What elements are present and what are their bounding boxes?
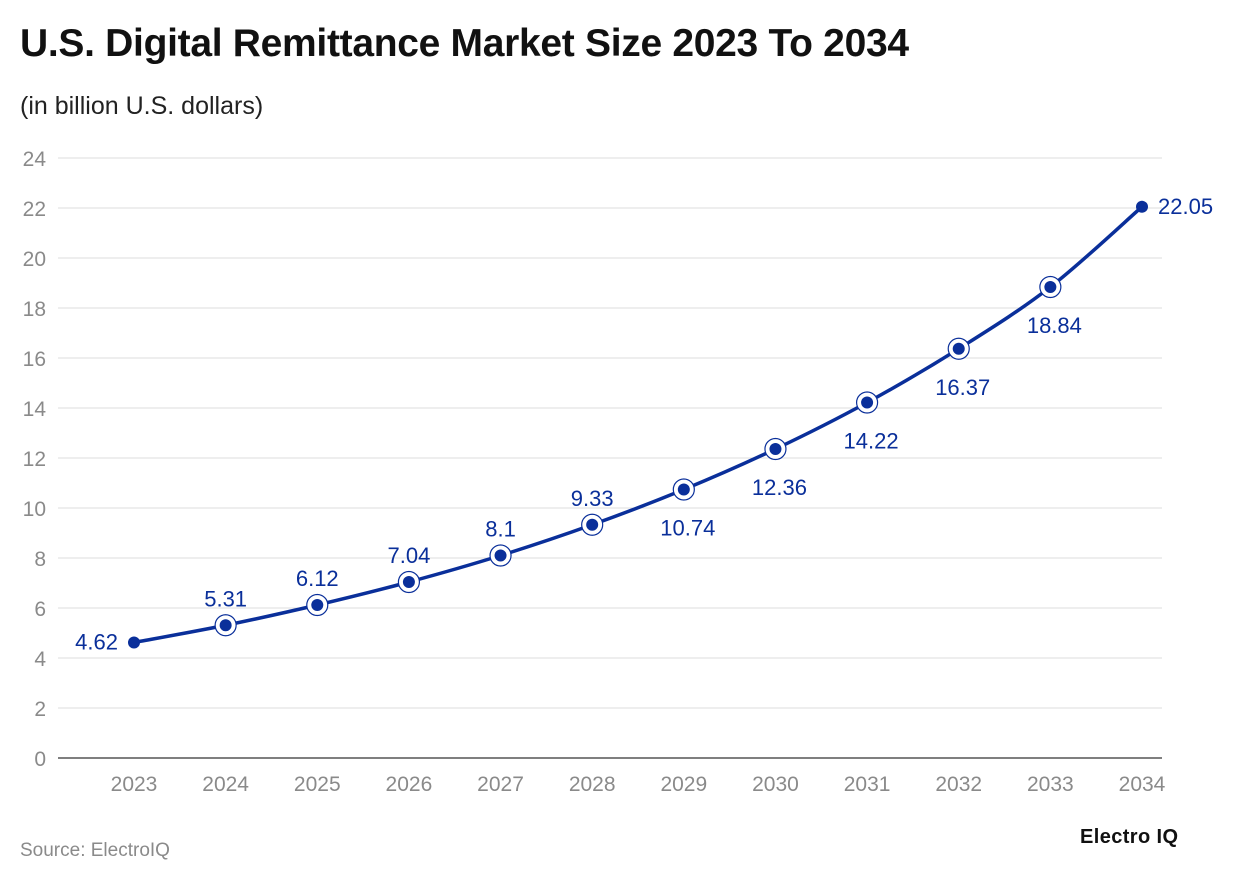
data-label: 12.36 [752,475,807,500]
data-point [677,483,690,496]
y-tick-label: 4 [34,648,46,671]
data-point [861,396,874,409]
data-labels: 4.62 5.31 6.12 7.04 8.1 9.33 10.74 12.36 14.22 16… [75,194,1213,655]
y-tick-label: 2 [34,698,46,721]
data-point [586,518,599,531]
data-point [402,576,415,588]
data-label: 22.05 [1158,194,1213,219]
x-tick-label: 2033 [1027,773,1074,796]
y-tick-label: 6 [34,598,46,621]
x-tick-label: 2025 [294,773,341,796]
x-tick-label: 2024 [202,773,249,796]
x-tick-label: 2030 [752,773,799,796]
x-tick-label: 2032 [935,773,982,796]
chart-title: U.S. Digital Remittance Market Size 2023… [20,22,909,65]
x-tick-label: 2027 [477,773,524,796]
brand-logo: Electro IQ [1080,826,1179,848]
data-point [128,636,140,649]
series-line [132,205,1144,645]
series-line-layer [132,205,1144,645]
grid-layer [58,157,1162,759]
y-tick-label: 16 [23,348,46,371]
y-tick-label: 12 [23,448,46,471]
data-label: 10.74 [660,516,715,541]
chart-subtitle: (in billion U.S. dollars) [20,92,264,120]
data-label: 8.1 [485,517,516,542]
data-point [1044,281,1057,293]
y-tick-label: 22 [23,198,46,221]
data-point [311,599,324,611]
data-points [128,200,1148,649]
data-label: 4.62 [75,630,118,655]
y-tick-label: 20 [23,248,46,271]
y-tick-label: 8 [34,548,46,571]
data-point [1136,200,1148,213]
data-point [952,342,965,355]
y-tick-label: 10 [23,498,46,521]
data-label: 6.12 [296,566,339,591]
x-tick-label: 2034 [1119,773,1166,796]
y-tick-label: 24 [23,148,47,171]
data-label: 14.22 [844,429,899,454]
data-label: 16.37 [935,375,990,400]
data-label: 9.33 [571,486,614,511]
x-tick-label: 2031 [844,773,891,796]
x-tick-label: 2029 [660,773,707,796]
data-point [494,549,507,562]
data-point [219,619,232,632]
data-label: 5.31 [204,586,247,611]
x-axis-ticks: 2023 2024 2025 2026 2027 2028 2029 2030 2031 2032… [111,773,1166,796]
data-label: 7.04 [387,543,430,568]
data-label: 18.84 [1027,313,1082,338]
y-tick-label: 14 [23,398,47,421]
x-tick-label: 2028 [569,773,616,796]
x-tick-label: 2023 [111,773,158,796]
y-tick-label: 18 [23,298,46,321]
y-tick-label: 0 [34,748,46,771]
x-tick-label: 2026 [386,773,433,796]
source-note: Source: ElectroIQ [20,840,170,861]
data-point [769,443,782,455]
